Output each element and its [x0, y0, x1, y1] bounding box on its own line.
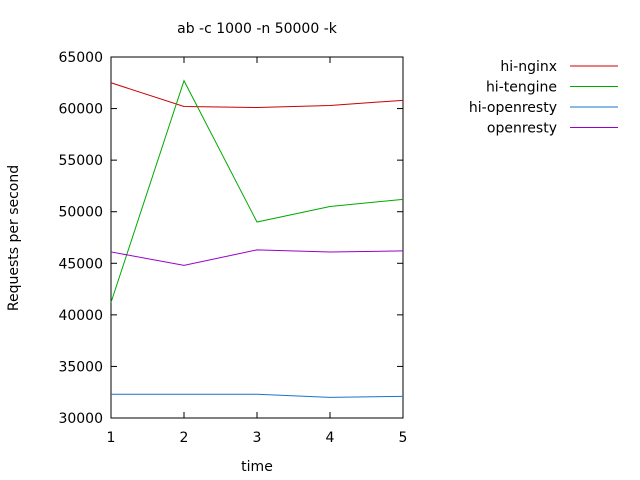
x-tick-label: 5: [399, 430, 408, 446]
y-axis: 30000 35000 40000 45000 50000 55000 60000 65000: [58, 50, 403, 427]
y-tick-label: 35000: [58, 359, 103, 375]
x-tick-label: 4: [326, 430, 335, 446]
y-tick-label: 55000: [58, 153, 103, 169]
series-line-hi-tengine: [110, 79, 404, 303]
legend-label-hi-nginx: hi-nginx: [500, 59, 557, 75]
x-axis: 1 2 3 4 5: [107, 57, 408, 446]
series-lines: [110, 79, 404, 398]
y-tick-label: 60000: [58, 102, 103, 118]
x-tick-label: 3: [253, 430, 262, 446]
series-line-hi-nginx: [110, 82, 404, 109]
legend: hi-nginx hi-tengine hi-openresty openresty: [469, 59, 618, 137]
x-tick-label: 1: [107, 430, 116, 446]
plot-frame: [110, 56, 404, 419]
series-line-openresty: [110, 249, 404, 266]
y-axis-label: Requests per second: [6, 165, 22, 311]
y-tick-label: 40000: [58, 308, 103, 324]
y-tick-label: 30000: [58, 411, 103, 427]
series-line-hi-openresty: [111, 393, 404, 398]
legend-label-openresty: openresty: [487, 121, 557, 137]
chart-title: ab -c 1000 -n 50000 -k: [177, 21, 338, 37]
legend-label-hi-openresty: hi-openresty: [469, 100, 557, 116]
legend-label-hi-tengine: hi-tengine: [486, 80, 557, 96]
y-tick-label: 50000: [58, 205, 103, 221]
x-axis-label: time: [241, 459, 273, 475]
x-tick-label: 2: [180, 430, 189, 446]
y-tick-label: 65000: [58, 50, 103, 66]
y-tick-label: 45000: [58, 256, 103, 272]
